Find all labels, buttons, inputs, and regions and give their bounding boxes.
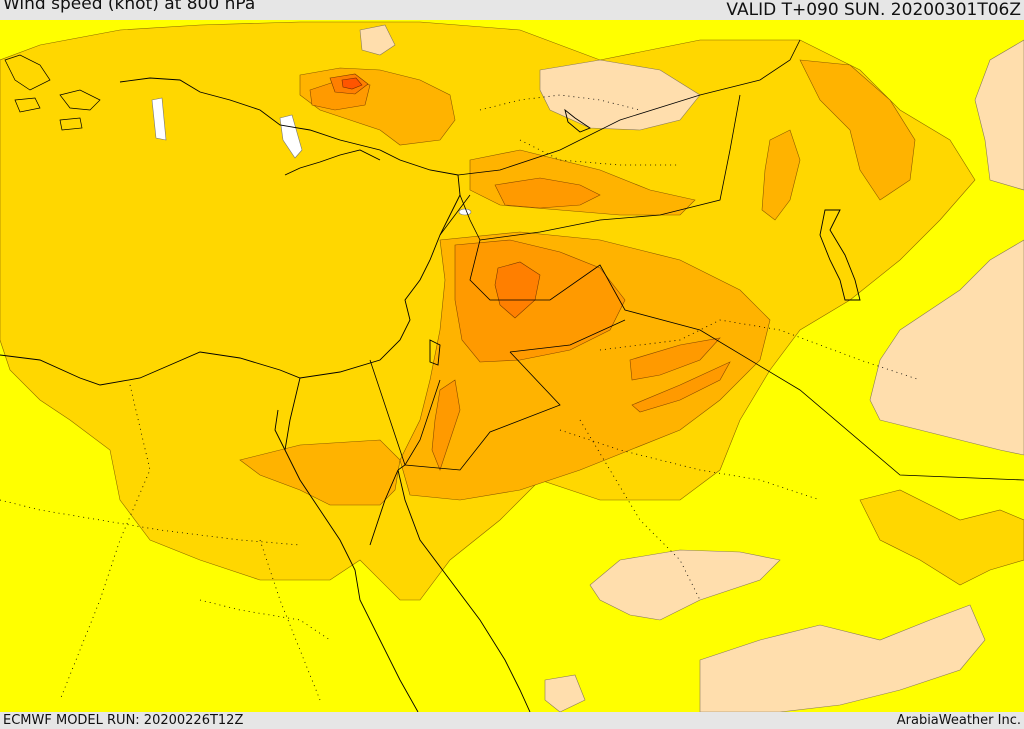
tan-region-southeast	[699, 604, 986, 712]
red-core-north	[341, 77, 363, 90]
coastlines	[0, 77, 861, 712]
orange-streak-east	[629, 337, 721, 381]
dark-orange-core	[494, 261, 541, 319]
wind-speed-map	[0, 20, 1024, 712]
white-patch-lebanon	[458, 208, 472, 216]
light-orange-iraq-2	[761, 129, 801, 221]
credit: ArabiaWeather Inc.	[896, 713, 1021, 728]
orange-streak-east-2	[631, 361, 731, 413]
country-borders	[369, 39, 1024, 481]
light-orange-sinai	[239, 439, 401, 506]
admin-boundaries	[0, 94, 921, 701]
model-run: ECMWF MODEL RUN: 20200226T12Z	[3, 713, 244, 728]
valid-time: VALID T+090 SUN. 20200301T06Z	[726, 0, 1021, 20]
islands	[4, 54, 101, 131]
header-bar: Wind speed (knot) at 800 hPa VALID T+090…	[0, 0, 1024, 20]
orange-core-syria	[494, 177, 601, 209]
tan-region-turkey	[539, 59, 701, 131]
tan-region-sw	[544, 674, 586, 712]
map-title: Wind speed (knot) at 800 hPa	[3, 0, 256, 14]
tan-region-cyprus	[359, 24, 396, 56]
light-orange-iraq	[799, 59, 916, 201]
orange-streak-sinai	[431, 379, 461, 471]
tan-region-south	[589, 549, 781, 621]
footer-bar: ECMWF MODEL RUN: 20200226T12Z ArabiaWeat…	[0, 712, 1024, 729]
gold-patch-east	[859, 489, 1024, 586]
tan-region-east	[869, 239, 1024, 456]
white-patch-crete	[151, 97, 167, 141]
tan-region-northeast	[974, 39, 1024, 191]
